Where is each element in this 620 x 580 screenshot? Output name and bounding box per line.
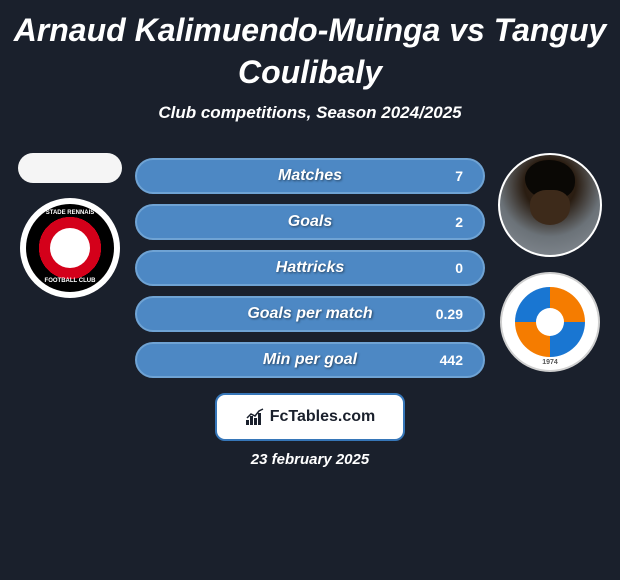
montpellier-year: 1974 (542, 359, 558, 366)
stat-bar-hattricks: Hattricks 0 (135, 250, 485, 286)
stat-bar-matches: Matches 7 (135, 158, 485, 194)
rennes-text-top: STADE RENNAIS (46, 210, 95, 216)
right-player-column: 1974 (490, 153, 610, 372)
player-right-photo (498, 153, 602, 257)
montpellier-badge-inner (515, 287, 585, 357)
player-left-placeholder (18, 153, 122, 183)
stat-goals-label: Goals (288, 213, 332, 231)
rennes-badge-inner: STADE RENNAIS FOOTBALL CLUB (26, 204, 114, 292)
stat-hattricks-right: 0 (423, 260, 463, 276)
stat-gpm-right: 0.29 (423, 306, 463, 322)
stat-bar-goals: Goals 2 (135, 204, 485, 240)
footer-date: 23 february 2025 (10, 451, 610, 468)
page-subtitle: Club competitions, Season 2024/2025 (10, 103, 610, 123)
footer-badge[interactable]: FcTables.com (215, 393, 405, 441)
stat-goals-right: 2 (423, 214, 463, 230)
club-logo-montpellier: 1974 (500, 272, 600, 372)
main-container: Arnaud Kalimuendo-Muinga vs Tanguy Couli… (0, 0, 620, 478)
rennes-center-emblem (50, 228, 90, 268)
content-area: STADE RENNAIS FOOTBALL CLUB 1974 Matches… (10, 153, 610, 378)
club-logo-rennes: STADE RENNAIS FOOTBALL CLUB (20, 198, 120, 298)
stats-area: Matches 7 Goals 2 Hattricks 0 Goals per … (135, 153, 485, 378)
page-title: Arnaud Kalimuendo-Muinga vs Tanguy Couli… (10, 10, 610, 93)
left-player-column: STADE RENNAIS FOOTBALL CLUB (10, 153, 130, 298)
stat-gpm-label: Goals per match (247, 305, 372, 323)
footer-brand-text: FcTables.com (270, 408, 376, 426)
stat-matches-label: Matches (278, 167, 342, 185)
stat-mpg-right: 442 (423, 352, 463, 368)
stat-hattricks-label: Hattricks (276, 259, 344, 277)
rennes-text-bottom: FOOTBALL CLUB (45, 278, 96, 284)
stat-mpg-label: Min per goal (263, 351, 357, 369)
stat-bar-mpg: Min per goal 442 (135, 342, 485, 378)
stat-bar-gpm: Goals per match 0.29 (135, 296, 485, 332)
chart-icon (245, 408, 265, 426)
stat-matches-right: 7 (423, 168, 463, 184)
